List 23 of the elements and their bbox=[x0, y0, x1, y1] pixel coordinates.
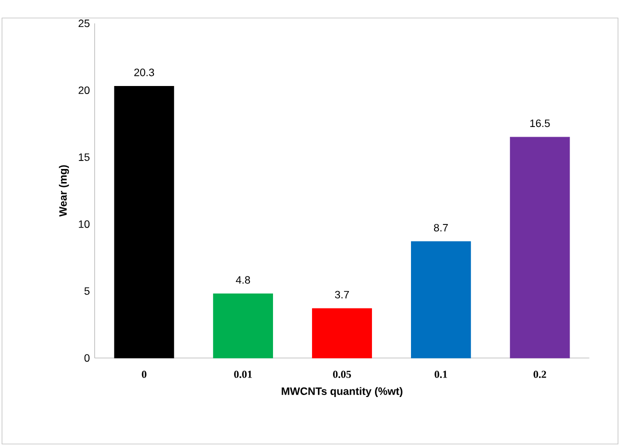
data-label: 4.8 bbox=[236, 276, 250, 284]
x-tick-label: 0 bbox=[142, 370, 146, 378]
x-tick-label: 0.01 bbox=[234, 370, 252, 378]
y-axis-title: Wear (mg) bbox=[58, 165, 69, 217]
y-tick-label: 10 bbox=[78, 220, 90, 228]
y-tick-label: 15 bbox=[78, 153, 90, 161]
bar bbox=[410, 241, 471, 358]
y-tick-label: 20 bbox=[78, 86, 90, 94]
y-tick-label: 5 bbox=[84, 287, 90, 295]
x-tick-label: 0.1 bbox=[434, 370, 448, 378]
data-label: 8.7 bbox=[434, 224, 448, 232]
data-label: 20.3 bbox=[134, 68, 154, 76]
bar bbox=[213, 293, 274, 358]
data-label: 16.5 bbox=[530, 120, 550, 128]
bar bbox=[312, 308, 372, 358]
y-tick-label: 0 bbox=[84, 354, 90, 362]
x-tick-label: 0.05 bbox=[333, 370, 351, 378]
data-label: 3.7 bbox=[334, 290, 349, 298]
bar bbox=[510, 136, 570, 358]
bar bbox=[114, 86, 174, 358]
y-tick-label: 25 bbox=[78, 20, 90, 28]
x-tick-label: 0.2 bbox=[534, 370, 546, 378]
x-axis-title: MWCNTs quantity (%wt) bbox=[282, 387, 402, 398]
